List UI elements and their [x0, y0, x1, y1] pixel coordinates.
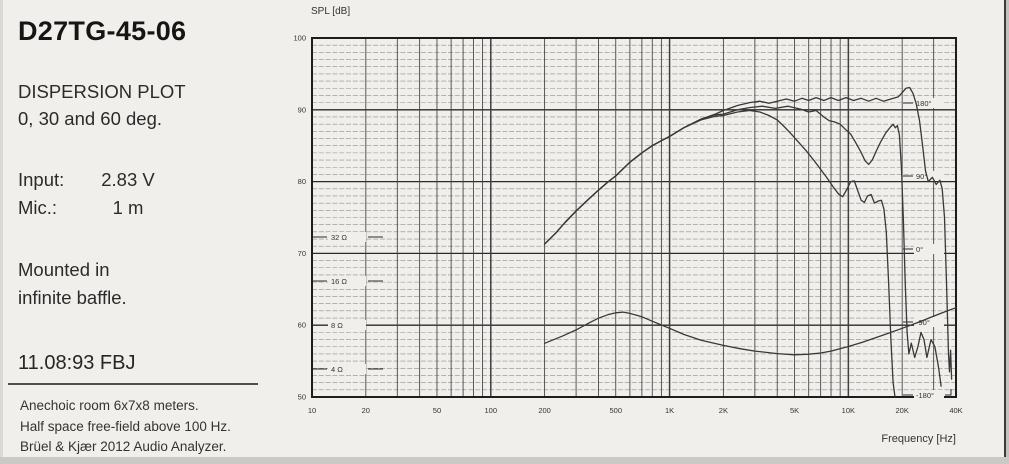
measurement-conditions: Input: 2.83 V Mic.: 1 m — [18, 166, 160, 222]
x-tick-label: 20K — [896, 406, 909, 415]
mounting-note-line1: Mounted in — [18, 259, 110, 280]
model-title: D27TG-45-06 — [18, 16, 187, 46]
phase-scale-bracket — [945, 389, 952, 396]
x-tick-label: 50 — [433, 406, 441, 415]
phase-label-backing — [914, 98, 944, 108]
impedance-scale-label: 4 Ω — [331, 365, 343, 374]
scan-edge-right — [1004, 0, 1006, 464]
x-tick-label: 500 — [609, 406, 622, 415]
phase-label-backing — [914, 171, 944, 181]
impedance-curve — [543, 307, 957, 356]
footnote-anechoic: Anechoic room 6x7x8 meters. — [20, 398, 199, 413]
plot-type-label: DISPERSION PLOT — [18, 81, 186, 102]
x-tick-label: 10K — [842, 406, 855, 415]
impedance-scale-label: 16 Ω — [331, 277, 347, 286]
frequency-axis-title: Frequency [Hz] — [881, 433, 956, 445]
x-tick-label: 200 — [538, 406, 551, 415]
mic-value: 1 m — [112, 197, 144, 218]
impedance-label-backing — [328, 232, 366, 242]
input-row: Input: 2.83 V — [18, 166, 160, 194]
x-tick-label: 100 — [485, 406, 498, 415]
phase-scale-label: 0° — [916, 245, 923, 254]
impedance-label-backing — [328, 320, 366, 330]
mic-row: Mic.: 1 m — [18, 194, 160, 222]
impedance-label-backing — [328, 276, 366, 286]
phase-scale-label: 180° — [916, 99, 932, 108]
plot-description: DISPERSION PLOT 0, 30 and 60 deg. — [18, 78, 186, 132]
impedance-scale-label: 32 Ω — [331, 233, 347, 242]
mounting-note-line2: infinite baffle. — [18, 287, 127, 308]
info-panel: D27TG-45-06 DISPERSION PLOT 0, 30 and 60… — [0, 0, 285, 464]
impedance-scale-label: 8 Ω — [331, 321, 343, 330]
x-tick-label: 1K — [665, 406, 674, 415]
footnote-analyzer: Brüel & Kjær 2012 Audio Analyzer. — [20, 439, 227, 454]
x-tick-label: 2K — [719, 406, 728, 415]
y-tick-label: 100 — [293, 34, 306, 43]
divider-rule — [8, 383, 258, 385]
y-tick-label: 60 — [298, 321, 306, 330]
spl-curve-60deg — [543, 109, 896, 397]
y-tick-label: 80 — [298, 177, 306, 186]
y-tick-label: 50 — [298, 393, 306, 402]
phase-scale-label: 90° — [916, 172, 927, 181]
spl-axis-title: SPL [dB] — [311, 6, 350, 17]
mounting-note: Mounted in infinite baffle. — [18, 256, 127, 312]
impedance-label-backing — [328, 364, 366, 374]
input-value: 2.83 V — [101, 169, 155, 190]
x-tick-label: 10 — [308, 406, 316, 415]
y-tick-label: 70 — [298, 249, 306, 258]
scan-edge-left — [0, 0, 3, 464]
x-tick-label: 5K — [790, 406, 799, 415]
phase-scale-label: -180° — [916, 391, 934, 400]
phase-label-backing — [914, 317, 944, 327]
phase-label-backing — [914, 244, 944, 254]
scan-edge-bottom — [0, 457, 1009, 464]
input-label: Input: — [18, 169, 65, 190]
x-tick-label: 40K — [949, 406, 962, 415]
x-tick-label: 20 — [362, 406, 370, 415]
phase-label-backing — [914, 390, 944, 400]
date-initials: 11.08:93 FBJ — [18, 352, 136, 374]
plot-angles-label: 0, 30 and 60 deg. — [18, 108, 163, 129]
footnotes: Anechoic room 6x7x8 meters. Half space f… — [20, 396, 231, 458]
footnote-halfspace: Half space free-field above 100 Hz. — [20, 418, 231, 434]
phase-scale-label: -90° — [916, 318, 930, 327]
scan-edge-right-pale — [1006, 0, 1009, 464]
mic-label: Mic.: — [18, 197, 58, 218]
plot-border — [311, 37, 957, 398]
y-tick-label: 90 — [298, 105, 306, 114]
